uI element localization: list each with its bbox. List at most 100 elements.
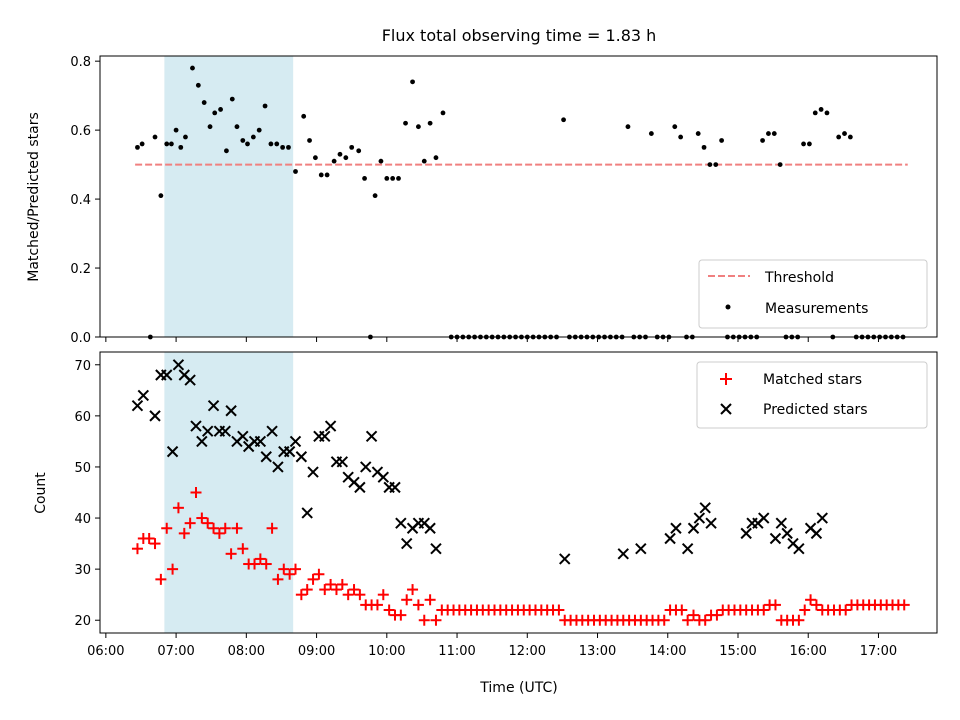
measurement-point <box>847 134 853 140</box>
measurement-point <box>384 175 390 181</box>
matched-star-point <box>313 568 325 580</box>
measurement-point <box>229 96 235 102</box>
matched-star-point <box>213 527 225 539</box>
measurement-point <box>719 138 725 143</box>
predicted-star-b <box>559 553 571 565</box>
measurement-point <box>250 134 256 140</box>
matched-star-point <box>178 527 190 539</box>
predicted-star-point <box>781 527 793 540</box>
measurement-point <box>410 79 415 85</box>
measurement-point <box>672 124 678 130</box>
measurement-point <box>372 193 378 199</box>
predicted-star-point <box>161 369 173 381</box>
measurement-point <box>777 162 783 168</box>
predicted-star-point <box>301 507 313 519</box>
predicted-star-point <box>810 527 823 540</box>
predicted-star-b <box>161 369 173 381</box>
predicted-star-point <box>149 410 161 422</box>
predicted-star-point <box>389 481 401 494</box>
measurement-point <box>218 107 223 112</box>
x-tick-label: 14:00 <box>649 644 686 659</box>
predicted-star-b <box>804 522 817 534</box>
predicted-star-point <box>225 405 237 417</box>
y-tick-label: 0.2 <box>70 262 91 277</box>
predicted-star-point <box>430 542 442 555</box>
predicted-star-b <box>336 456 349 468</box>
predicted-star-point <box>681 542 694 555</box>
matched-star-point <box>131 543 143 555</box>
matched-legend-label: Matched stars <box>763 372 862 388</box>
predicted-star-point <box>196 435 208 448</box>
measurement-point <box>807 141 812 147</box>
predicted-star-b <box>137 389 150 402</box>
measurements-legend-label: Measurements <box>765 301 868 317</box>
matched-star-point <box>161 522 173 534</box>
predicted-star-point <box>559 553 571 565</box>
y-tick-label: 0.0 <box>70 331 91 346</box>
matched-star-point <box>383 604 395 616</box>
matched-star-point <box>319 584 331 596</box>
predicted-star-b <box>131 399 144 412</box>
predicted-star-b <box>400 537 413 550</box>
predicted-star-point <box>201 425 214 437</box>
matched-star-point <box>348 584 360 596</box>
predicted-star-point <box>635 542 647 555</box>
measurement-point <box>396 175 401 181</box>
matched-star-point <box>412 599 424 611</box>
matched-star-point <box>278 563 290 575</box>
predicted-star-b <box>342 471 354 483</box>
y-tick-label: 0.4 <box>70 193 91 208</box>
measurement-point <box>625 124 631 130</box>
measurement-point <box>190 65 195 71</box>
predicted-star-b <box>781 527 793 540</box>
top-y-axis-ticks: 0.0 0.2 0.4 0.6 0.8 <box>70 55 100 346</box>
predicted-star-b <box>149 410 161 422</box>
matched-star-point <box>172 502 184 514</box>
y-tick-label: 0.6 <box>70 124 91 139</box>
matched-star-point <box>231 522 243 534</box>
measurement-point <box>331 158 337 164</box>
matched-star-point <box>658 614 670 626</box>
matched-star-point <box>793 614 805 626</box>
bottom-y-axis-label: Count <box>33 472 49 514</box>
measurement-point <box>349 144 355 150</box>
predicted-star-point <box>237 430 249 443</box>
highlight-span-rect <box>164 56 294 337</box>
predicted-star-point <box>758 512 770 524</box>
matched-star-point <box>260 558 272 570</box>
predicted-star-b <box>418 517 430 529</box>
predicted-star-b <box>681 542 694 555</box>
x-axis-label: Time (UTC) <box>479 680 557 696</box>
measurement-point <box>207 124 213 130</box>
predicted-star-b <box>371 466 384 478</box>
highlight-span-top <box>164 56 294 337</box>
measurement-point <box>707 162 713 168</box>
measurement-point <box>812 110 818 116</box>
measurement-point <box>701 144 707 150</box>
x-tick-label: 08:00 <box>228 644 265 659</box>
predicted-star-point <box>272 461 284 473</box>
chart-title: Flux total observing time = 1.83 h <box>382 26 657 45</box>
predicted-star-b <box>307 466 319 478</box>
predicted-star-b <box>793 542 805 555</box>
predicted-star-point <box>289 435 302 448</box>
highlight-span-rect <box>164 352 294 633</box>
matched-star-point <box>325 578 337 590</box>
predicted-star-b <box>693 512 706 524</box>
top-legend-box <box>698 259 928 329</box>
predicted-star-point <box>740 527 752 540</box>
matched-star-point <box>769 599 781 611</box>
predicted-star-point <box>354 481 366 494</box>
measurement-point <box>135 144 140 150</box>
bottom-panel: 20 30 40 50 60 70 06:00 07:00 08:00 09:00 10:00 11… <box>33 351 938 696</box>
matched-star-point <box>237 543 249 555</box>
measurement-point <box>356 148 362 154</box>
predicted-star-b <box>365 430 378 443</box>
measurement-point <box>164 141 170 147</box>
matched-star-point <box>143 532 155 544</box>
predicted-star-point <box>190 420 202 432</box>
measurement-point <box>440 110 446 116</box>
measurement-point <box>312 155 318 161</box>
y-tick-label: 0.8 <box>70 55 91 70</box>
highlight-span-bottom <box>164 352 294 633</box>
